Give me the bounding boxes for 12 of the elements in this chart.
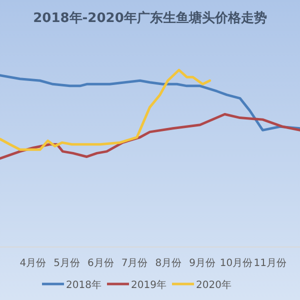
x-tick-label: 10月份 [220, 258, 253, 269]
x-tick-label: 5月份 [54, 258, 80, 269]
x-tick-label: 9月份 [189, 258, 216, 269]
x-tick-label: 7月份 [121, 258, 148, 269]
x-tick-label: 11月份 [254, 258, 287, 269]
legend-label: 2018年 [66, 279, 102, 291]
legend-label: 2019年 [131, 279, 166, 291]
chart-title: 2018年-2020年广东生鱼塘头价格走势 [33, 10, 267, 26]
legend-label: 2020年 [196, 279, 232, 291]
x-tick-label: 6月份 [87, 258, 114, 269]
x-tick-label: 4月份 [20, 258, 46, 269]
x-tick-label: 8月份 [155, 258, 182, 269]
